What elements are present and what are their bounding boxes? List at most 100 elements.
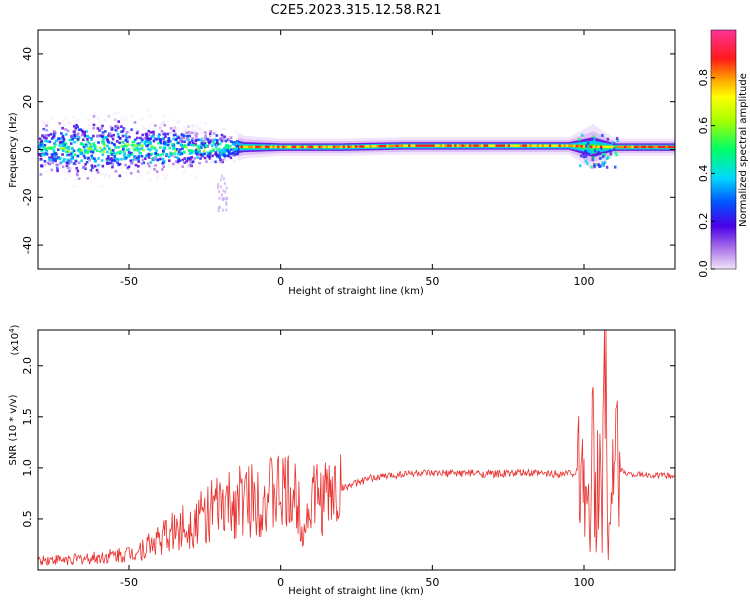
spectrogram-cell <box>61 126 64 130</box>
spectrogram-cell <box>50 153 54 156</box>
spectrogram-cell <box>174 133 177 137</box>
spectrogram-cell <box>161 121 164 125</box>
spectrogram-cell <box>584 150 587 154</box>
spectrogram-core-cell <box>636 145 639 149</box>
spectrogram-cell <box>72 162 76 165</box>
spectrogram-cell <box>125 138 129 141</box>
spectrogram-cell <box>181 165 185 168</box>
spectrogram-core-cell <box>541 144 545 147</box>
spectrogram-cell <box>160 129 164 133</box>
spectrogram-cell <box>178 162 181 165</box>
spectrogram-cell <box>181 158 185 162</box>
spectrogram-cell <box>87 149 90 153</box>
spectrogram-cell <box>151 156 155 160</box>
spectrogram-cell <box>165 173 169 177</box>
spectrogram-cell <box>111 163 115 166</box>
spectrogram-cell <box>136 147 139 151</box>
spectrogram-cell <box>185 131 189 135</box>
spectrogram-cell <box>44 135 47 138</box>
spectrogram-cell <box>179 148 182 151</box>
spectrogram-cell <box>43 122 47 126</box>
spectrogram-cell <box>179 137 182 141</box>
spectrogram-cell <box>145 132 148 136</box>
spectrogram-core-cell <box>279 145 283 149</box>
spectrogram-cell <box>235 152 239 156</box>
spectrogram-cell <box>209 132 212 136</box>
spectrogram-cell <box>92 142 95 145</box>
spectrogram-core-cell <box>534 144 537 147</box>
spectrogram-core-cell <box>497 144 501 147</box>
spectrogram-cell <box>98 129 101 132</box>
spectrogram-cell <box>45 121 48 124</box>
spectrogram-cell <box>161 157 165 161</box>
spectrogram-cell <box>149 167 153 170</box>
spectrogram-cell <box>68 138 72 142</box>
spectrogram-cell <box>148 148 152 152</box>
spectrogram-cell <box>62 147 66 151</box>
spectrogram-cell <box>115 157 119 161</box>
spectrogram-y-tick-label: 0 <box>21 146 34 153</box>
spectrogram-cell <box>68 174 71 178</box>
spectrogram-cell <box>202 140 205 143</box>
spectrogram-cell <box>222 136 225 140</box>
spectrogram-cell <box>102 142 106 146</box>
spectrogram-cell <box>133 158 137 161</box>
spectrogram-cell <box>234 130 238 134</box>
spectrogram-cell <box>152 139 156 143</box>
spectrogram-cell <box>103 136 107 139</box>
spectrogram-cell <box>148 164 151 168</box>
spectrogram-cell <box>614 145 617 149</box>
spectrogram-cell <box>120 125 123 128</box>
spectrogram-cell <box>145 140 148 144</box>
spectrogram-cell <box>221 197 224 201</box>
spectrogram-core-cell <box>323 145 326 149</box>
spectrogram-cell <box>72 124 76 128</box>
spectrogram-cell <box>200 142 204 145</box>
spectrogram-core-cell <box>294 145 297 149</box>
spectrogram-y-label: Frequency (Hz) <box>8 112 19 188</box>
spectrogram-cell <box>235 139 239 143</box>
spectrogram-cell <box>197 126 200 129</box>
spectrogram-cell <box>217 183 220 187</box>
spectrogram-core-cell <box>451 144 455 147</box>
spectrogram-cell <box>158 126 162 130</box>
spectrogram-cell <box>215 153 218 156</box>
spectrogram-cell <box>93 147 97 150</box>
spectrogram-cell <box>124 163 127 167</box>
spectrogram-core-cell <box>318 145 321 149</box>
spectrogram-cell <box>225 158 229 162</box>
spectrogram-core-cell <box>432 144 435 147</box>
spectrogram-cell <box>198 127 201 131</box>
spectrogram-cell <box>200 139 204 143</box>
spectrogram-cell <box>96 171 100 174</box>
spectrogram-cell <box>130 143 134 147</box>
spectrogram-cell <box>112 170 116 173</box>
spectrogram-cell <box>113 155 116 158</box>
spectrogram-cell <box>54 157 57 161</box>
spectrogram-cell <box>187 131 191 134</box>
spectrogram-cell <box>578 138 581 142</box>
spectrogram-core-cell <box>393 144 397 148</box>
spectrogram-cell <box>227 135 230 138</box>
spectrogram-cell <box>159 157 162 161</box>
spectrogram-cell <box>80 129 84 133</box>
spectrogram-cell <box>151 164 155 168</box>
spectrogram-x-label: Height of straight line (km) <box>288 286 424 297</box>
spectrogram-cell <box>123 143 127 146</box>
spectrogram-cell <box>150 145 154 148</box>
spectrogram-cell <box>103 147 106 150</box>
spectrogram-cell <box>195 152 198 155</box>
spectrogram-cell <box>198 161 201 165</box>
spectrogram-cell <box>47 121 50 125</box>
spectrogram-cell <box>82 154 86 158</box>
spectrogram-cell <box>61 149 65 153</box>
spectrogram-cell <box>154 164 157 167</box>
spectrogram-cell <box>124 139 127 142</box>
spectrogram-core-cell <box>526 144 530 147</box>
spectrogram-cell <box>52 133 56 136</box>
spectrogram-cell <box>93 176 97 180</box>
spectrogram-cell <box>162 131 165 135</box>
colorbar-ticks: 0.0 0.2 0.4 0.6 0.8 <box>697 69 715 278</box>
spectrogram-cell <box>39 144 42 148</box>
spectrogram-cell <box>176 121 180 125</box>
